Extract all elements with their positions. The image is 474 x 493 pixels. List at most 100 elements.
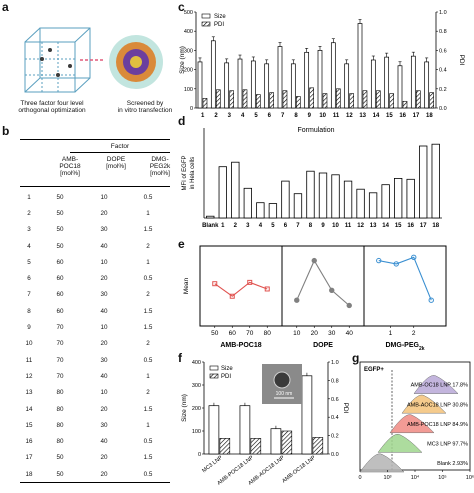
table-cell: 1 [146,421,150,429]
y-tick-label: 200 [184,68,193,74]
panel-label-e: e [178,237,185,251]
effect-marker [229,293,235,299]
pdi-bar [389,93,394,109]
x-tick-label: 6 [284,223,288,229]
x-tick-label: 20 [311,330,319,337]
mfi-bar [243,187,253,219]
x-tick-label: 3 [228,113,232,119]
table-row: 18 50 20 0.5 [20,466,170,482]
x-tick-label: 12 [357,223,364,229]
table-row: 5 60 10 1 [20,254,170,270]
table-row: 13 80 10 2 [20,385,170,401]
x-tick-label: 14 [382,223,389,229]
table-cell: 0.5 [143,356,153,364]
y2-tick-label: 0.4 [439,68,447,74]
size-bar [264,63,270,109]
table-cell: 60 [56,275,64,283]
table-cell: 50 [56,226,64,234]
pdi-bar [376,90,381,109]
table-cell: 0.5 [143,193,153,201]
table-cell: 18 [25,470,33,478]
histogram-area [413,375,459,394]
table-cell: 40 [100,307,108,315]
table-cell: 80 [56,421,64,429]
table-row: 3 50 30 1.5 [20,222,170,238]
size-bar [301,375,313,455]
y2-tick-label: 0.2 [439,87,447,93]
pdi-bar [219,438,231,455]
effect-panel-frame [281,245,365,327]
table-cell: 1.5 [143,454,153,462]
x-tick-label: Blank [202,223,219,229]
table-cell: 0.5 [143,438,153,446]
chart-f: 0 100 200 300 400 0.0 0.2 0.4 0.6 0.8 1.0 Size (nm)… [181,360,349,487]
column-header-line: DMG- [151,156,169,163]
table-row: 7 60 30 2 [20,287,170,303]
table-cell: 10 [100,389,108,397]
gate-label: EGFP+ [364,367,384,373]
effect-marker [294,297,300,303]
x-axis-label: Formulation [298,127,335,134]
table-cell: 13 [25,389,33,397]
y2-tick-label: 1.0 [439,10,447,16]
x-tick-label: MC3 LNP [201,455,224,475]
pdi-bar [269,92,274,109]
table-cell: 30 [100,226,108,234]
table-cell: 80 [56,438,64,446]
y-tick-label: 0 [198,452,201,458]
column-header: DMG- PEG2k [mol%] [142,156,178,177]
table-cell: 10 [100,324,108,332]
panel-label-b: b [2,124,10,138]
factor-table: 1 50 10 0.5 2 50 20 1 3 50 30 1.5 4 50 40 2 5 60 10 1 6 60 20 0… [20,189,170,484]
group-label-subscript: 2k [419,346,425,352]
x-tick-label: 1 [201,113,205,119]
size-bar [384,56,390,109]
pdi-bar [402,100,408,109]
table-cell: 20 [100,454,108,462]
size-bar [270,428,282,455]
size-bar [239,405,251,455]
x-tick-label: 2 [412,330,416,337]
x-tick-label: 10³ [384,475,392,481]
table-cell: 10 [100,258,108,266]
size-bar [237,58,243,109]
effect-line [378,256,432,301]
table-cell: 40 [100,438,108,446]
table-cell: 80 [56,389,64,397]
table-cell: 7 [27,291,31,299]
x-tick-label: 17 [413,113,420,119]
size-bar [424,61,430,109]
x-tick-label: 16 [399,113,406,119]
pdi-bar [282,90,288,109]
size-bar [397,65,403,109]
legend-size-label: Size [221,366,233,372]
legend-size-swatch [201,13,211,19]
table-cell: 1 [146,209,150,217]
x-tick-label: 18 [426,113,433,119]
x-tick-label: 13 [370,223,377,229]
y2-tick-label: 0.2 [331,434,339,440]
plot-frame [359,361,471,471]
table-cell: 17 [25,454,33,462]
x-tick-label: 7 [296,223,300,229]
mfi-bar [393,178,403,219]
table-cell: 2 [146,389,150,397]
column-header-line: [mol%] [106,163,126,170]
caption-line: in vitro transfection [117,107,173,114]
x-tick-label: 1 [221,223,225,229]
x-tick-label: 10 [332,223,339,229]
panel-a-left-caption: Three factor four level orthogonal optim… [2,100,102,114]
x-tick-label: 10⁶ [466,474,474,481]
caption-line: orthogonal optimization [18,107,86,114]
y2-axis-label: PDI [458,55,465,66]
y-tick-label: 100 [184,87,193,93]
size-bar [210,40,216,109]
column-header-line: [mol%] [150,170,170,177]
table-row: 6 60 20 0.5 [20,270,170,286]
x-tick-label: 15 [386,113,393,119]
table-row: 8 60 40 1.5 [20,303,170,319]
column-header-line: AMB- [61,156,79,163]
y-tick-label: 200 [192,406,201,412]
pdi-bar [202,98,208,109]
y2-tick-label: 0.6 [331,397,339,403]
